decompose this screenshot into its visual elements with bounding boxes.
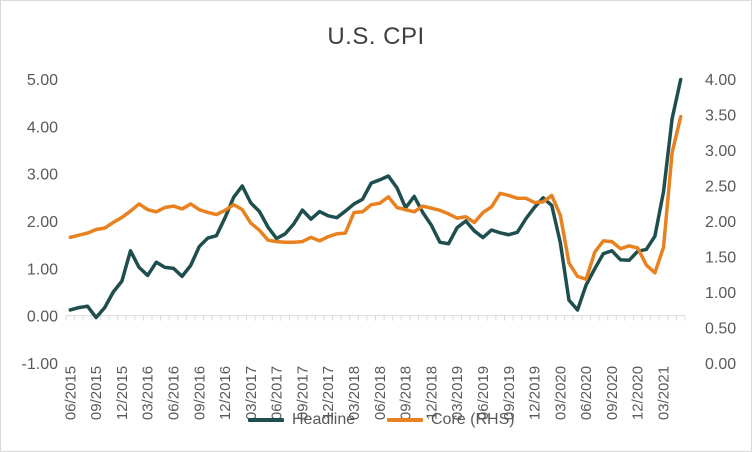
x-tick-label: 06/2015 [62, 366, 79, 420]
legend-label-headline: Headline [292, 411, 356, 428]
legend-swatch-core [387, 418, 423, 422]
y-right-tick-label: 1.50 [705, 250, 736, 267]
x-tick-label: 12/2015 [114, 366, 131, 420]
legend-label-core: Core (RHS) [431, 411, 515, 428]
y-right-tick-label: 2.50 [705, 179, 736, 196]
x-tick-label: 09/2015 [88, 366, 105, 420]
x-tick-label: 03/2021 [656, 366, 673, 420]
x-tick-label: 12/2018 [423, 366, 440, 420]
x-tick-label: 12/2019 [527, 366, 544, 420]
x-tick-label: 06/2016 [165, 366, 182, 420]
y-right-tick-label: 2.00 [705, 214, 736, 231]
x-tick-label: 09/2017 [294, 366, 311, 420]
chart-title: U.S. CPI [327, 23, 425, 50]
y-right-tick-label: 3.00 [705, 143, 736, 160]
y-left-tick-label: 2.00 [27, 214, 58, 231]
y-right-tick-label: 1.00 [705, 285, 736, 302]
x-tick-label: 03/2019 [449, 366, 466, 420]
y-left-tick-label: 3.00 [27, 167, 58, 184]
x-tick-label: 12/2016 [217, 366, 234, 420]
x-tick-label: 03/2016 [140, 366, 157, 420]
x-tick-label: 09/2016 [191, 366, 208, 420]
series-line-headline [68, 77, 683, 320]
series-line-core [68, 114, 683, 281]
legend-swatch-headline [248, 418, 284, 422]
y-left-tick-label: 1.00 [27, 261, 58, 278]
x-tick-label: 12/2017 [320, 366, 337, 420]
y-right-tick-label: 0.50 [705, 321, 736, 338]
y-left-tick-label: 0.00 [27, 309, 58, 326]
x-tick-label: 03/2017 [243, 366, 260, 420]
x-tick-label: 06/2018 [372, 366, 389, 420]
x-tick-label: 09/2018 [398, 366, 415, 420]
legend-item-headline: Headline [248, 411, 355, 429]
legend: Headline Core (RHS) [1, 411, 751, 431]
y-right-tick-label: 0.00 [705, 356, 736, 373]
x-tick-label: 09/2020 [604, 366, 621, 420]
x-tick-label: 06/2020 [578, 366, 595, 420]
y-right-tick-label: 4.00 [705, 72, 736, 89]
x-tick-label: 03/2020 [552, 366, 569, 420]
x-tick-label: 06/2017 [269, 366, 286, 420]
y-right-tick-label: 3.50 [705, 108, 736, 125]
x-tick-label: 12/2020 [630, 366, 647, 420]
y-left-tick-label: 4.00 [27, 119, 58, 136]
legend-item-core: Core (RHS) [387, 411, 515, 429]
x-tick-label: 09/2019 [501, 366, 518, 420]
x-tick-label: 03/2018 [346, 366, 363, 420]
x-tick-label: 06/2019 [475, 366, 492, 420]
y-left-tick-label: 5.00 [27, 72, 58, 89]
y-left-tick-label: -1.00 [22, 356, 59, 373]
